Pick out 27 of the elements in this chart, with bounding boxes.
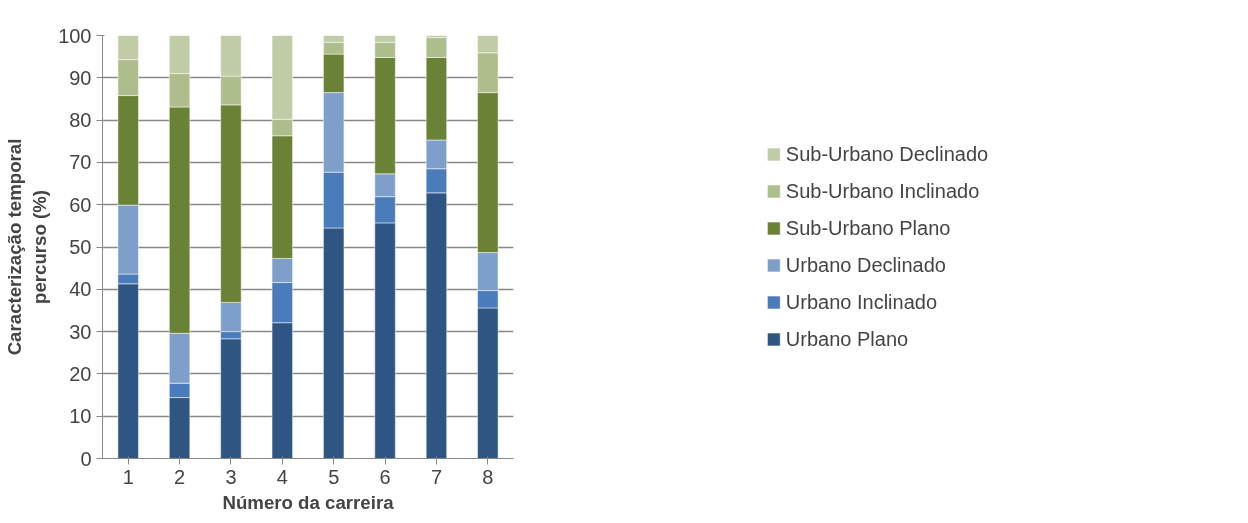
legend-label: Sub-Urbano Plano — [785, 216, 951, 240]
legend-label: Sub-Urbano Inclinado — [785, 179, 980, 203]
y-tick-label: 90 — [69, 66, 92, 89]
y-tick-label: 60 — [69, 193, 92, 216]
x-tick-label: 5 — [328, 465, 340, 488]
y-tick-label: 10 — [69, 405, 92, 428]
x-tick-label: 6 — [379, 465, 391, 488]
x-tick-label: 2 — [174, 465, 186, 488]
y-tick-label: 40 — [69, 278, 92, 301]
y-tick-label: 80 — [69, 109, 92, 132]
y-tick-label: 30 — [69, 320, 92, 343]
y-axis-title: Caracterização temporal percurso (%) — [3, 138, 51, 356]
x-tick-label: 7 — [430, 465, 442, 488]
y-tick-label: 0 — [80, 447, 92, 470]
x-tick-label: 8 — [482, 465, 494, 488]
legend-label: Urbano Declinado — [785, 253, 946, 277]
legend-label: Urbano Inclinado — [785, 290, 938, 314]
y-tick-label: 20 — [69, 362, 92, 385]
y-tick-label: 70 — [69, 151, 92, 174]
y-tick-label: 50 — [69, 236, 92, 258]
x-tick-label: 4 — [276, 465, 288, 488]
legend-label: Sub-Urbano Declinado — [785, 142, 989, 166]
x-axis-title: Número da carreira — [222, 491, 395, 513]
y-tick-label: 100 — [58, 24, 92, 47]
x-tick-label: 3 — [225, 465, 237, 488]
x-tick-label: 1 — [122, 465, 134, 488]
legend-label: Urbano Plano — [785, 327, 909, 351]
